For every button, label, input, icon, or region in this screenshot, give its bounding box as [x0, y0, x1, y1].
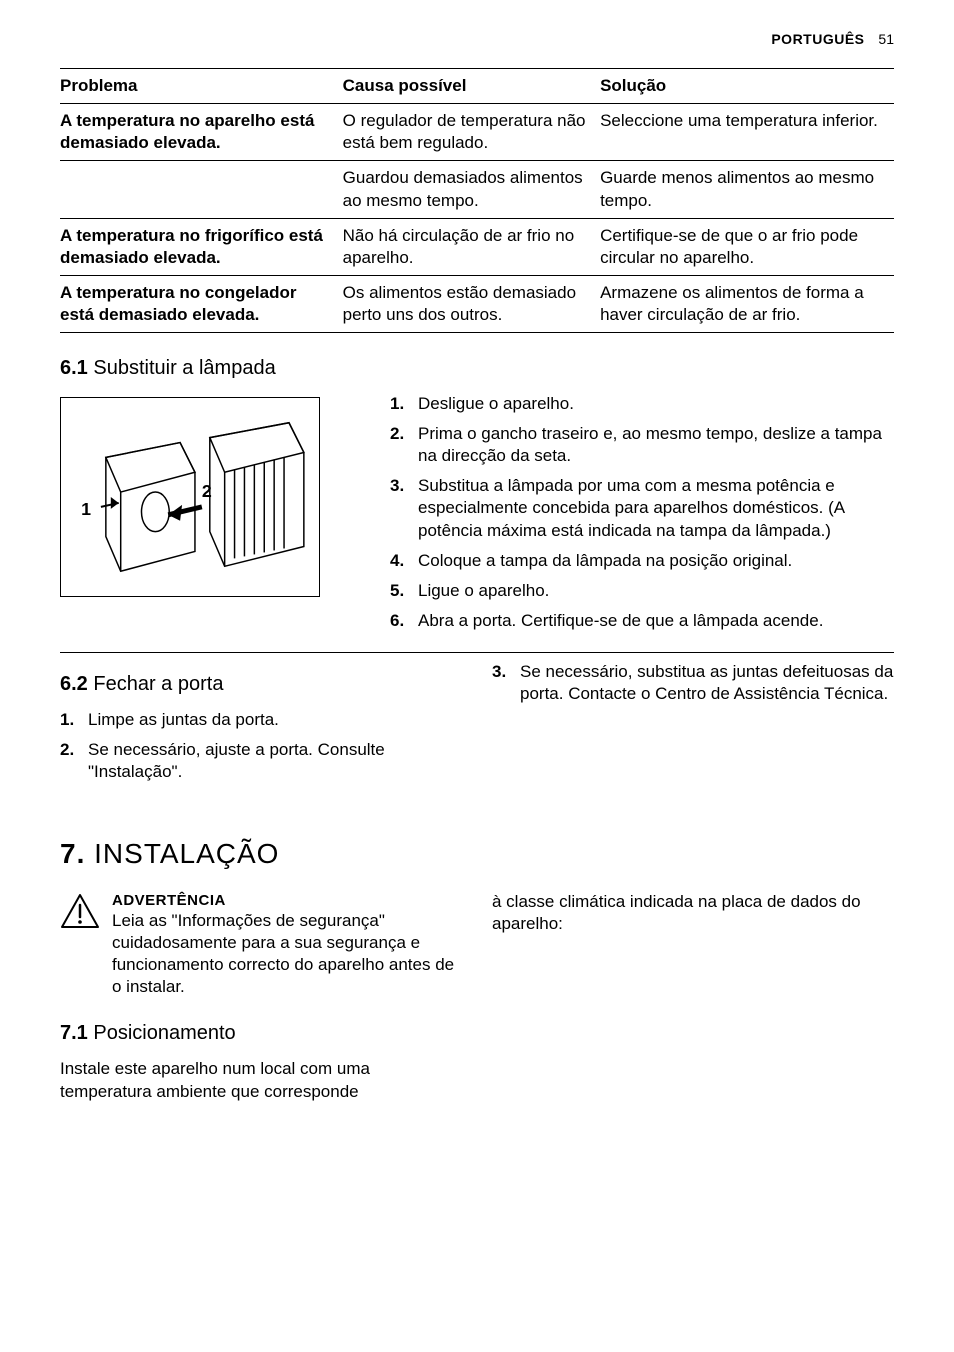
warning-body: Leia as "Informações de segurança" cuida… — [112, 910, 462, 998]
cell-solution: Seleccione uma temperatura inferior. — [600, 104, 894, 161]
section-title: Fechar a porta — [93, 673, 223, 695]
section-number: 6.2 — [60, 673, 88, 695]
cell-solution: Certifique-se de que o ar frio pode circ… — [600, 218, 894, 275]
list-item: 6.Abra a porta. Certifique-se de que a l… — [390, 610, 894, 632]
cell-solution: Guarde menos alimentos ao mesmo tempo. — [600, 161, 894, 218]
section-7-heading: 7. INSTALAÇÃO — [60, 836, 894, 872]
section-7-1-body: Instale este aparelho num local com uma … — [60, 1058, 462, 1102]
cell-solution: Armazene os alimentos de forma a haver c… — [600, 275, 894, 332]
table-header-cause: Causa possível — [343, 69, 600, 104]
section-7-right-text: à classe climática indicada na placa de … — [492, 891, 894, 935]
cell-problem — [60, 161, 343, 218]
table-row: Guardou demasiados alimentos ao mesmo te… — [60, 161, 894, 218]
table-row: A temperatura no frigorífico está demasi… — [60, 218, 894, 275]
section-number: 7. — [60, 838, 85, 869]
cell-cause: Guardou demasiados alimentos ao mesmo te… — [343, 161, 600, 218]
section-6-1-steps: 1.Desligue o aparelho. 2.Prima o gancho … — [390, 393, 894, 632]
list-item: 2.Se necessário, ajuste a porta. Consult… — [60, 739, 462, 783]
section-number: 7.1 — [60, 1022, 88, 1044]
cell-cause: Os alimentos estão demasiado perto uns d… — [343, 275, 600, 332]
cell-cause: O regulador de temperatura não está bem … — [343, 104, 600, 161]
diagram-label-2: 2 — [202, 481, 212, 501]
table-header-solution: Solução — [600, 69, 894, 104]
warning-box: ADVERTÊNCIA Leia as "Informações de segu… — [60, 891, 462, 999]
lamp-diagram-container: 1 2 — [60, 393, 360, 640]
section-6-1-heading: 6.1 Substituir a lâmpada — [60, 355, 894, 381]
section-title: Posicionamento — [93, 1022, 235, 1044]
list-item: 3.Substitua a lâmpada por uma com a mesm… — [390, 475, 894, 541]
warning-title: ADVERTÊNCIA — [112, 891, 462, 911]
cell-problem: A temperatura no congelador está demasia… — [60, 275, 343, 332]
page-header: PORTUGUÊS 51 — [60, 30, 894, 48]
section-number: 6.1 — [60, 357, 88, 379]
lamp-diagram-svg: 1 2 — [61, 398, 319, 596]
cell-problem: A temperatura no aparelho está demasiado… — [60, 104, 343, 161]
header-page-number: 51 — [878, 31, 894, 47]
section-title: INSTALAÇÃO — [94, 838, 279, 869]
troubleshooting-table: Problema Causa possível Solução A temper… — [60, 68, 894, 333]
list-item: 4.Coloque a tampa da lâmpada na posição … — [390, 550, 894, 572]
warning-icon — [60, 891, 100, 999]
cell-cause: Não há circulação de ar frio no aparelho… — [343, 218, 600, 275]
table-row: A temperatura no aparelho está demasiado… — [60, 104, 894, 161]
section-6-2-left-steps: 1.Limpe as juntas da porta. 2.Se necessá… — [60, 709, 462, 783]
table-row: A temperatura no congelador está demasia… — [60, 275, 894, 332]
list-item: 3.Se necessário, substitua as juntas def… — [492, 661, 894, 705]
cell-problem: A temperatura no frigorífico está demasi… — [60, 218, 343, 275]
diagram-label-1: 1 — [81, 499, 91, 519]
section-title: Substituir a lâmpada — [93, 357, 275, 379]
list-item: 1.Desligue o aparelho. — [390, 393, 894, 415]
section-6-2-right-steps: 3.Se necessário, substitua as juntas def… — [492, 661, 894, 705]
section-7-1-heading: 7.1 Posicionamento — [60, 1020, 462, 1046]
list-item: 5.Ligue o aparelho. — [390, 580, 894, 602]
table-header-problem: Problema — [60, 69, 343, 104]
list-item: 2.Prima o gancho traseiro e, ao mesmo te… — [390, 423, 894, 467]
section-6-2-heading: 6.2 Fechar a porta — [60, 671, 462, 697]
header-language: PORTUGUÊS — [771, 31, 864, 47]
list-item: 1.Limpe as juntas da porta. — [60, 709, 462, 731]
lamp-diagram: 1 2 — [60, 397, 320, 597]
